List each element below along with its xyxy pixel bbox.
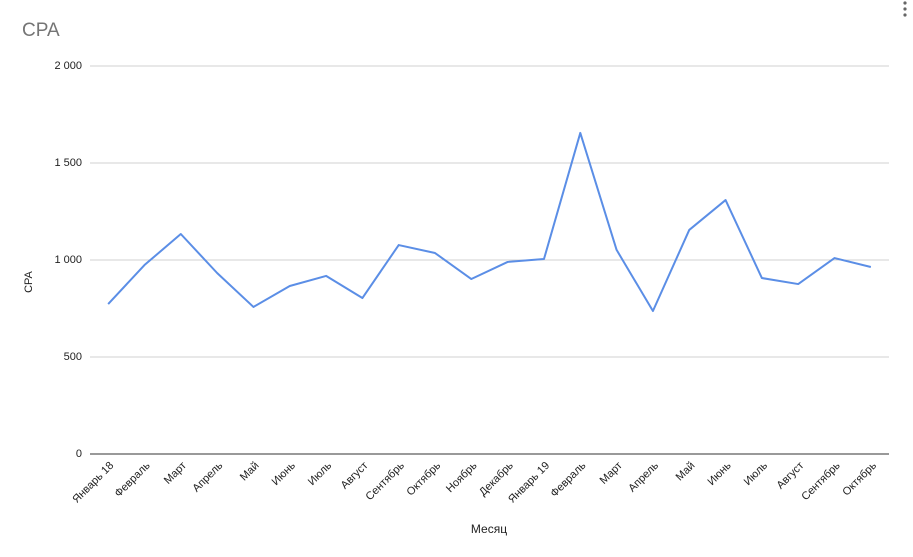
y-tick-label: 1 500 [54, 157, 82, 169]
x-tick-label: Август [774, 460, 806, 492]
x-tick-label: Апрель [626, 460, 661, 495]
x-tick-label: Октябрь [840, 460, 879, 499]
x-tick-label: Март [598, 460, 625, 487]
x-tick-label: Июль [742, 460, 771, 489]
chart-title: CPA [22, 20, 60, 41]
x-tick-label: Июль [306, 460, 335, 489]
x-tick-label: Февраль [113, 460, 153, 500]
x-tick-label: Сентябрь [364, 460, 408, 504]
x-tick-label: Август [339, 460, 371, 492]
y-axis-label: CPA [23, 270, 35, 292]
x-tick-label: Июнь [705, 460, 733, 488]
x-tick-label: Апрель [190, 460, 225, 495]
x-tick-label: Июнь [270, 460, 298, 488]
y-tick-label: 500 [64, 351, 82, 363]
x-tick-label: Май [238, 460, 262, 484]
x-tick-label: Октябрь [405, 460, 444, 499]
menu-icon[interactable] [903, 1, 907, 17]
x-axis-label: Месяц [471, 522, 507, 536]
y-tick-label: 0 [76, 448, 82, 460]
x-tick-label: Сентябрь [799, 460, 843, 504]
x-tick-label: Март [162, 460, 189, 487]
x-tick-label: Январь 18 [70, 460, 116, 506]
y-tick-label: 1 000 [54, 254, 82, 266]
x-tick-label: Февраль [548, 460, 588, 500]
y-tick-label: 2 000 [54, 60, 82, 72]
x-tick-label: Ноябрь [444, 460, 480, 496]
data-line [107, 131, 872, 313]
x-tick-label: Май [674, 460, 698, 484]
